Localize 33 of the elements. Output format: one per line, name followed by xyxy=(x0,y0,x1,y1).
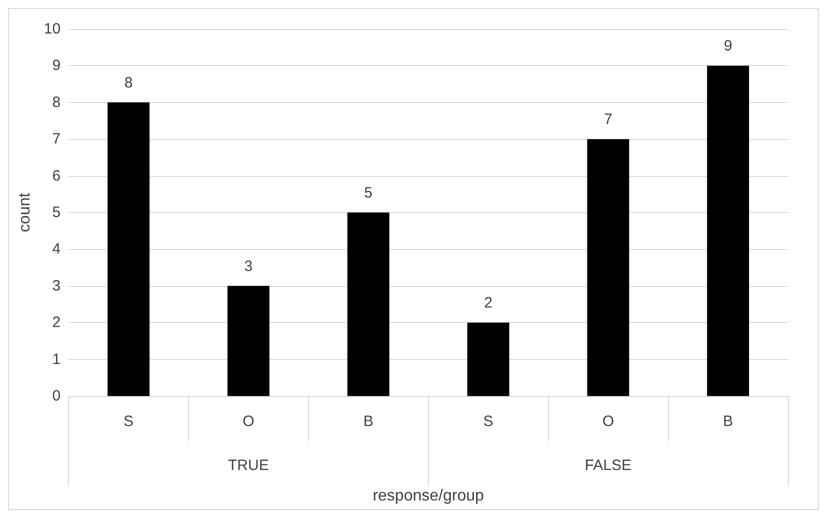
x-tick-label: O xyxy=(242,413,254,430)
y-tick-label: 9 xyxy=(52,57,61,74)
y-tick-label: 7 xyxy=(52,130,61,148)
bar xyxy=(347,212,390,396)
x-tick-label: S xyxy=(483,413,494,430)
y-tick-label: 0 xyxy=(52,388,61,404)
y-tick-label: 3 xyxy=(52,277,61,294)
x-tick-label: S xyxy=(124,413,134,430)
bar xyxy=(108,102,150,396)
y-tick-label: 8 xyxy=(52,94,61,111)
y-tick-label: 1 xyxy=(52,350,61,368)
x-tick-label: B xyxy=(363,413,374,430)
text: FALSE xyxy=(584,457,632,474)
y-tick-label: 10 xyxy=(44,20,61,38)
bar xyxy=(707,66,750,396)
data-label: 8 xyxy=(124,74,133,92)
y-tick-label: 5 xyxy=(52,204,61,221)
data-label: 7 xyxy=(604,111,612,128)
x-tick-label: O xyxy=(602,413,614,430)
y-tick-label: 4 xyxy=(52,240,61,258)
y-tick-label: 6 xyxy=(52,167,61,184)
bar xyxy=(587,139,630,396)
y-tick-label: 2 xyxy=(52,314,61,332)
bar xyxy=(227,286,270,396)
data-label: 3 xyxy=(244,258,253,275)
y-axis-title: count xyxy=(16,192,34,232)
data-label: 5 xyxy=(364,184,373,202)
text: TRUE xyxy=(228,457,269,474)
data-label: 9 xyxy=(724,38,732,55)
x-tick-label: B xyxy=(723,413,734,430)
bar xyxy=(467,322,510,396)
x-axis-title: response/group xyxy=(372,488,484,504)
data-label: 2 xyxy=(484,294,492,312)
